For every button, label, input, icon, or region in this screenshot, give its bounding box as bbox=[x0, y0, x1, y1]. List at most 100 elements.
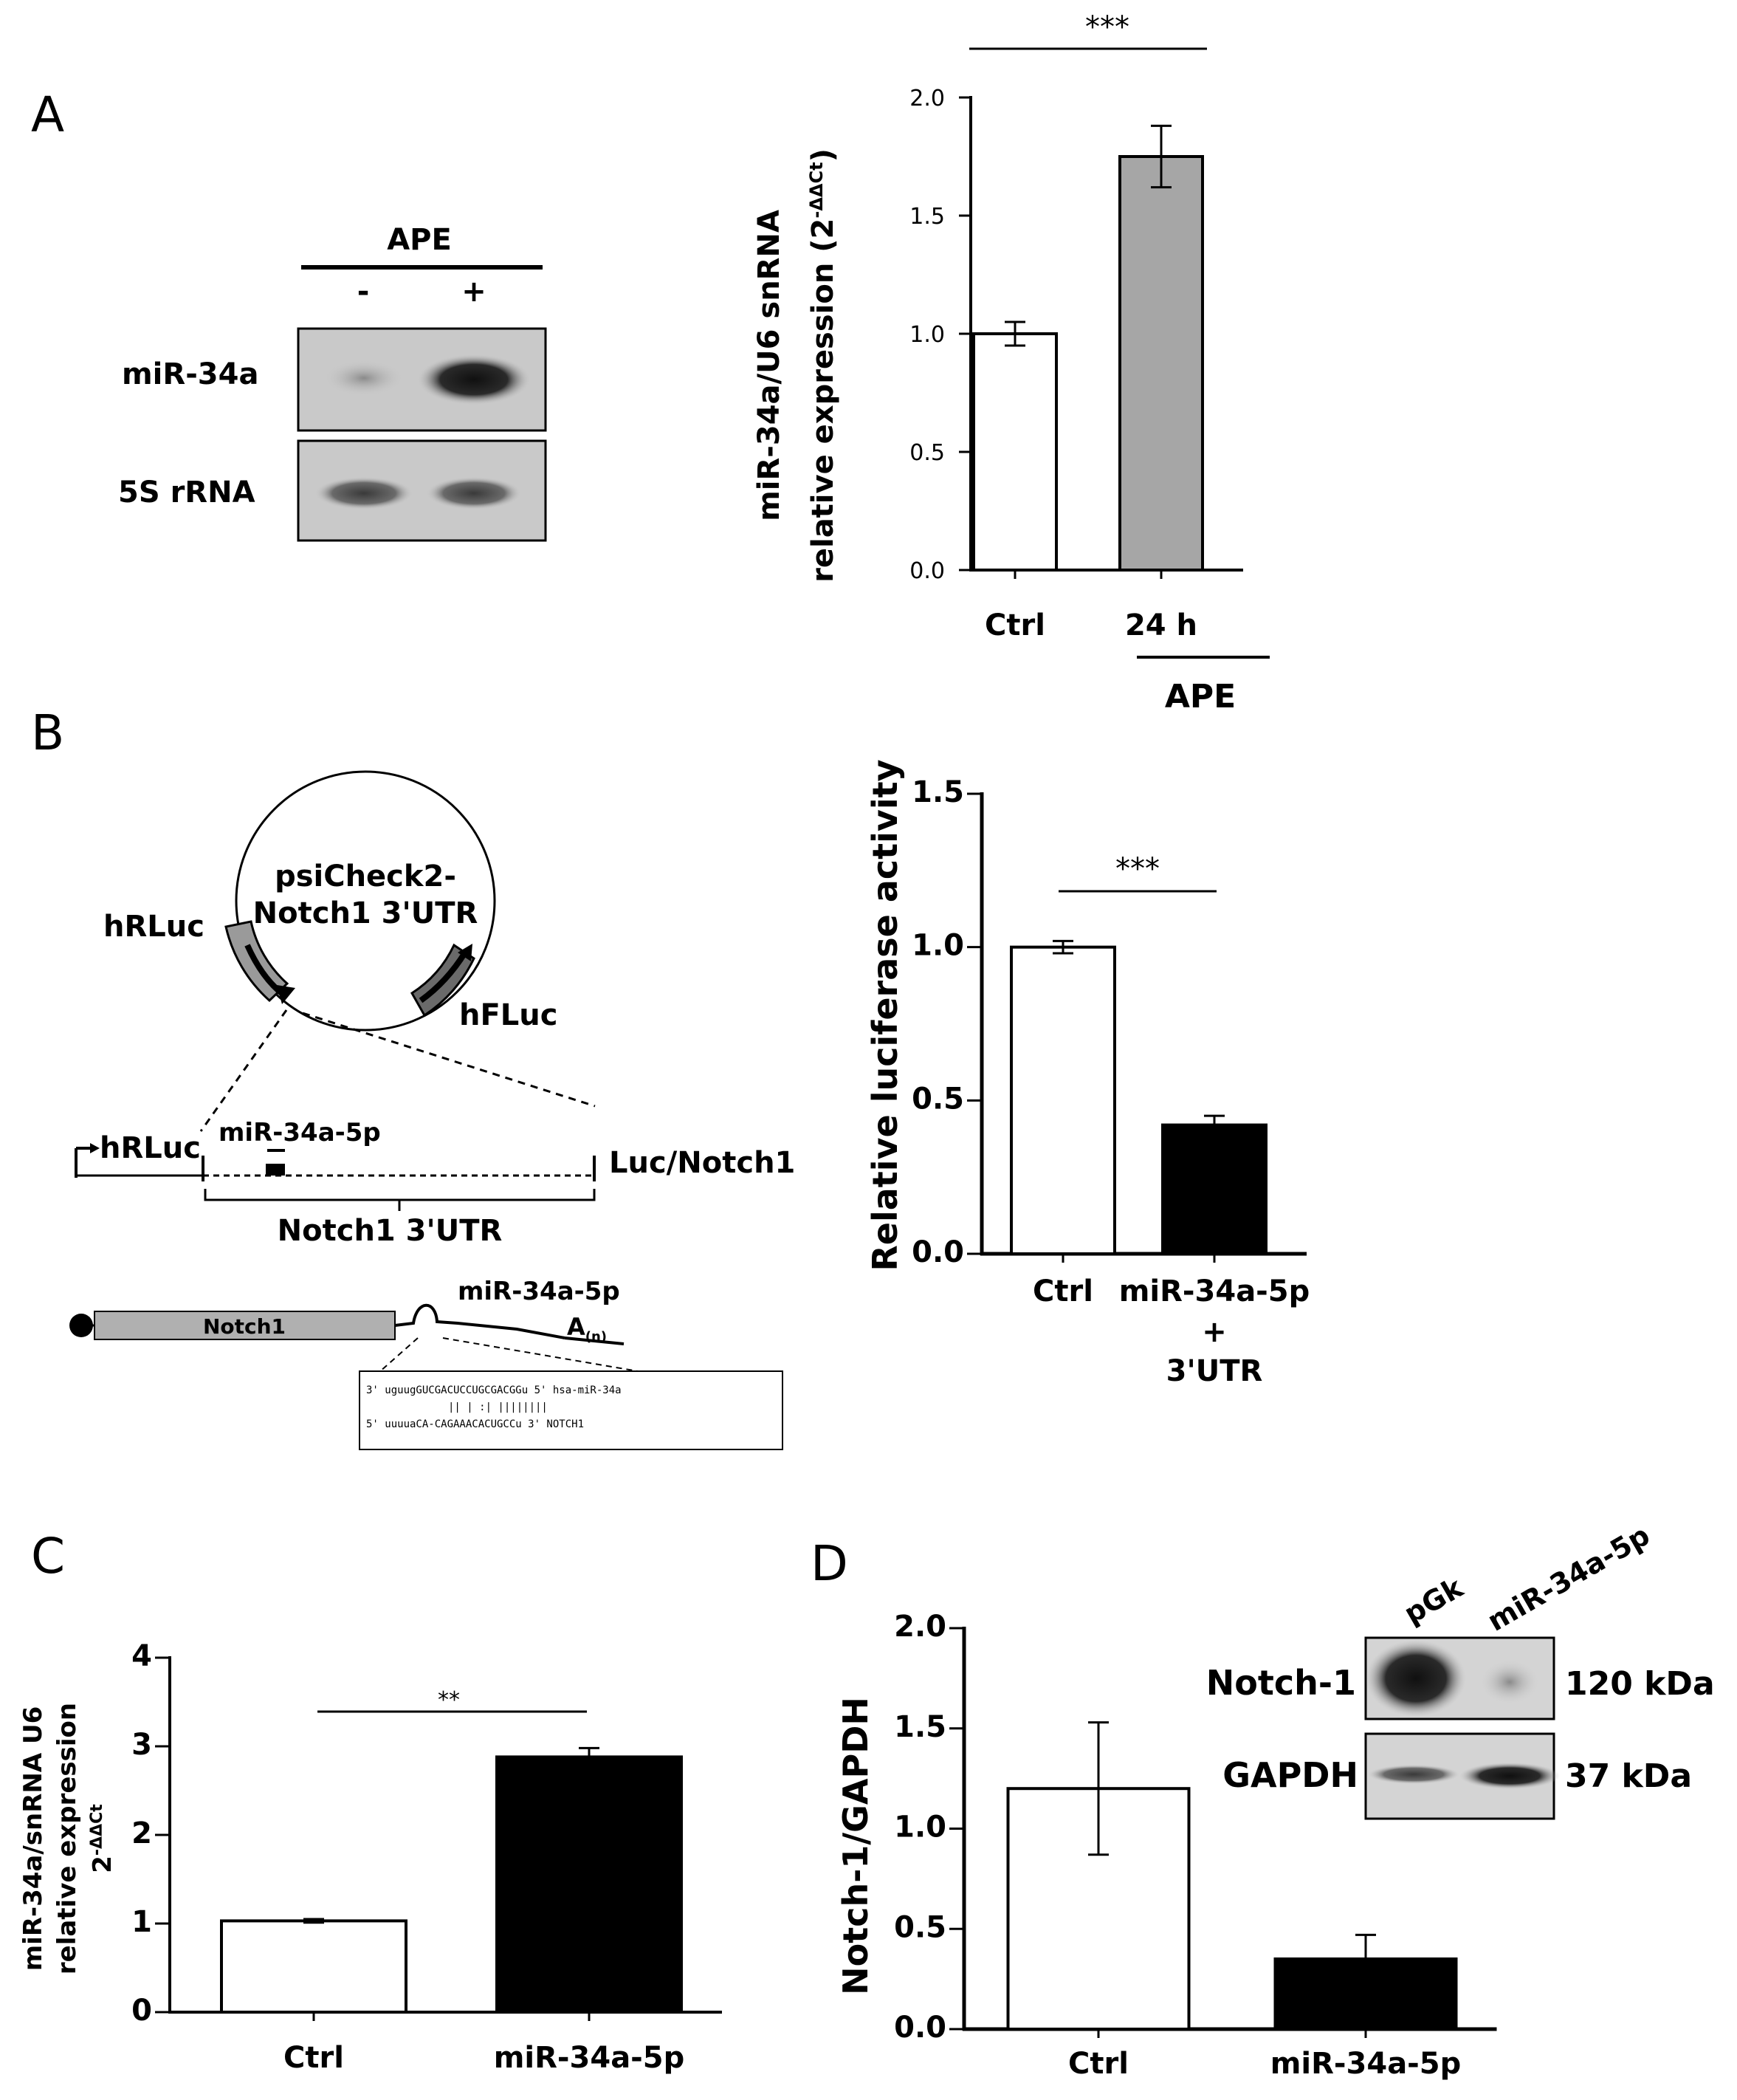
chart-a-ytick-label: 2.0 bbox=[909, 86, 945, 111]
chart-b-bar bbox=[1161, 1123, 1268, 1256]
northern-blot-a: APE - + miR-34a 5S rRNA bbox=[118, 223, 547, 542]
sequence-notch1: 5' uuuuaCA-CAGAAACACUGCCu 3' NOTCH1 bbox=[366, 1418, 584, 1430]
chart-a-ytick-label: 1.0 bbox=[909, 322, 945, 348]
blot-d-row-notch1: Notch-1 bbox=[1206, 1663, 1356, 1703]
blot-d-gapdh-band-mir34a bbox=[1459, 1763, 1560, 1789]
chart-d: Notch-1/GAPDH 0.0 0.5 1.0 1.5 2.0 Ctrl miR-34a… bbox=[836, 1610, 1497, 2081]
sequence-pairing: || | :| |||||||| bbox=[448, 1401, 548, 1413]
blot-a-treatment-label: APE bbox=[387, 223, 452, 257]
chart-b-ylabel: Relative luciferase activity bbox=[865, 759, 905, 1271]
panel-letter-d: D bbox=[811, 1535, 848, 1592]
chart-b: Relative luciferase activity *** 0.0 0.5 1… bbox=[865, 759, 1310, 1388]
blot-a-5s-band-minus bbox=[315, 477, 413, 509]
construct-diagram: hRLuc miR-34a-5p Luc/Notch1 Notch1 3'UTR bbox=[75, 1118, 795, 1248]
chart-d-ylabel: Notch-1/GAPDH bbox=[836, 1697, 876, 1995]
blot-a-5s-band-plus bbox=[427, 477, 521, 509]
transcript-gene-label: Notch1 bbox=[203, 1314, 286, 1339]
panel-letter-a: A bbox=[31, 86, 64, 143]
construct-site-label: miR-34a-5p bbox=[219, 1118, 381, 1147]
plasmid-diagram: psiCheck2- Notch1 3'UTR hRLuc hFLuc bbox=[103, 770, 596, 1132]
chart-b-category-sublabel-2: 3'UTR bbox=[1166, 1354, 1263, 1388]
chart-b-bar bbox=[1010, 945, 1116, 1255]
blot-d-notch1-band-mir34a bbox=[1480, 1660, 1539, 1704]
chart-c-bar bbox=[220, 1919, 407, 2014]
chart-c-ytick-label: 4 bbox=[131, 1639, 152, 1673]
chart-d-ytick-label: 1.0 bbox=[894, 1811, 946, 1845]
chart-c-category-label: miR-34a-5p bbox=[494, 2041, 685, 2075]
panel-letter-c: C bbox=[31, 1528, 65, 1585]
blot-a-mir34a-band-minus bbox=[321, 359, 407, 397]
notch1-cds-box bbox=[94, 1311, 396, 1340]
promoter-arrow-icon bbox=[90, 1143, 100, 1153]
chart-c: miR-34a/snRNA U6 relative expression 2-Δ… bbox=[18, 1639, 722, 2075]
chart-d-ytick-label: 0.5 bbox=[894, 1910, 946, 1944]
chart-b-ytick-label: 0.5 bbox=[912, 1082, 964, 1116]
chart-c-bar bbox=[495, 1755, 683, 2014]
plasmid-label-hfluc: hFLuc bbox=[459, 998, 557, 1032]
blot-a-lane-minus: - bbox=[357, 275, 370, 309]
utr-brace bbox=[204, 1189, 596, 1211]
chart-a-significance: *** bbox=[1085, 10, 1129, 44]
chart-d-ytick-label: 1.5 bbox=[894, 1710, 946, 1744]
chart-c-category-label: Ctrl bbox=[283, 2041, 344, 2075]
western-blot-d: pGk miR-34a-5p Notch-1 GAPDH 120 kDa 37 … bbox=[1206, 1519, 1715, 1820]
plasmid-circle bbox=[235, 770, 496, 1032]
chart-b-significance: *** bbox=[1115, 852, 1160, 886]
chart-b-ytick-label: 0.0 bbox=[912, 1235, 964, 1269]
blot-a-row-5s-rrna: 5S rRNA bbox=[118, 476, 255, 509]
zoom-line-left bbox=[199, 1009, 288, 1132]
chart-c-ylabel-line1: miR-34a/snRNA U6 bbox=[18, 1706, 48, 1972]
blot-d-row-gapdh: GAPDH bbox=[1222, 1755, 1358, 1795]
blot-a-lane-plus: + bbox=[461, 275, 486, 309]
hfluc-arrowhead-icon bbox=[458, 944, 472, 961]
chart-c-ytick-label: 3 bbox=[131, 1728, 152, 1762]
blot-d-size-notch1: 120 kDa bbox=[1565, 1665, 1715, 1703]
chart-b-ytick-label: 1.0 bbox=[912, 929, 964, 963]
chart-a-group-label: APE bbox=[1165, 678, 1236, 716]
transcript-site-label: miR-34a-5p bbox=[458, 1277, 620, 1306]
blot-a-row-mir34a: miR-34a bbox=[122, 357, 258, 391]
chart-b-category-label: Ctrl bbox=[1033, 1274, 1093, 1308]
blot-d-gapdh-band-pgk bbox=[1368, 1765, 1459, 1784]
hfluc-arrow-icon bbox=[419, 950, 468, 1003]
chart-c-ylabel-line2: relative expression bbox=[52, 1703, 82, 1974]
chart-a-bar bbox=[972, 332, 1058, 572]
hrluc-arrowhead-icon bbox=[277, 985, 295, 1004]
blot-d-size-gapdh: 37 kDa bbox=[1565, 1757, 1692, 1795]
chart-c-ytick-label: 0 bbox=[131, 1994, 152, 2028]
chart-b-ytick-label: 1.5 bbox=[912, 775, 964, 809]
chart-d-ytick-label: 0.0 bbox=[894, 2011, 946, 2045]
blot-a-mir34a-band-plus bbox=[418, 354, 530, 405]
construct-brace-label: Notch1 3'UTR bbox=[278, 1214, 503, 1248]
chart-a: miR-34a/U6 snRNA relative expression (2-… bbox=[752, 10, 1270, 716]
chart-a-bar bbox=[1118, 155, 1204, 572]
zoom-line-right bbox=[302, 1012, 596, 1108]
chart-a-ytick-label: 0.5 bbox=[909, 440, 945, 466]
chart-d-category-label: Ctrl bbox=[1068, 2047, 1129, 2081]
chart-a-ylabel-line1: miR-34a/U6 snRNA bbox=[752, 210, 786, 521]
blot-d-lane-mir34a: miR-34a-5p bbox=[1482, 1519, 1656, 1638]
chart-c-ytick-label: 2 bbox=[131, 1816, 152, 1850]
chart-c-significance: ** bbox=[438, 1687, 460, 1713]
sequence-alignment-box bbox=[359, 1370, 783, 1450]
chart-d-ytick-label: 2.0 bbox=[894, 1610, 946, 1644]
chart-a-ytick-label: 0.0 bbox=[909, 558, 945, 584]
transcript-diagram: Notch1 miR-34a-5p A(n) 3' uguugGUCGACUCC… bbox=[69, 1277, 783, 1450]
plasmid-name-line1: psiCheck2- bbox=[275, 859, 456, 893]
utr-line-with-loop bbox=[394, 1303, 565, 1339]
chart-d-category-label: miR-34a-5p bbox=[1270, 2047, 1462, 2081]
construct-label-hrluc: hRLuc bbox=[100, 1131, 201, 1165]
chart-b-category-label: miR-34a-5p bbox=[1119, 1274, 1310, 1308]
chart-a-ylabel-line2: relative expression (2-ΔΔCt) bbox=[806, 148, 840, 583]
plasmid-label-hrluc: hRLuc bbox=[103, 910, 204, 944]
chart-a-ytick-label: 1.5 bbox=[909, 204, 945, 230]
mirna-binding-site bbox=[266, 1164, 285, 1176]
plasmid-name-line2: Notch1 3'UTR bbox=[253, 896, 478, 930]
chart-c-ylabel-line3: 2-ΔΔCt bbox=[88, 1804, 117, 1873]
construct-label-luc-notch1: Luc/Notch1 bbox=[609, 1146, 795, 1180]
chart-a-category-label: 24 h bbox=[1125, 608, 1197, 642]
chart-a-category-label: Ctrl bbox=[985, 608, 1045, 642]
panel-letter-b: B bbox=[31, 704, 64, 761]
chart-b-category-sublabel: + bbox=[1202, 1315, 1227, 1349]
